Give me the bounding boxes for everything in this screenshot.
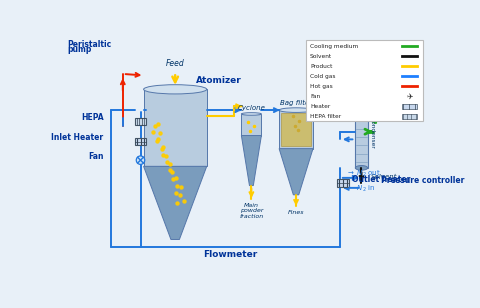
- Text: Pressure controller: Pressure controller: [381, 176, 464, 185]
- Ellipse shape: [144, 85, 207, 94]
- Polygon shape: [281, 113, 311, 146]
- Polygon shape: [144, 89, 207, 166]
- Bar: [402, 114, 417, 119]
- Ellipse shape: [355, 165, 368, 170]
- Text: Fan: Fan: [310, 94, 320, 99]
- Text: Condenser: Condenser: [370, 117, 375, 149]
- Text: Inlet Heater: Inlet Heater: [51, 133, 104, 142]
- Text: pump: pump: [67, 45, 92, 54]
- Bar: [306, 40, 423, 121]
- Bar: [324, 107, 336, 114]
- Polygon shape: [241, 114, 262, 136]
- Text: HEPA: HEPA: [81, 113, 104, 122]
- Text: Flowmeter: Flowmeter: [204, 250, 258, 259]
- Text: $\leftarrow$ $N_2$ in: $\leftarrow$ $N_2$ in: [346, 184, 375, 194]
- Text: Fines: Fines: [288, 210, 304, 215]
- Text: Fan: Fan: [88, 152, 104, 160]
- Text: HEPA: HEPA: [324, 94, 347, 103]
- Text: Solvent: Solvent: [310, 54, 332, 59]
- Polygon shape: [241, 136, 262, 185]
- Text: Cyclone: Cyclone: [238, 105, 265, 111]
- Polygon shape: [144, 166, 207, 240]
- Polygon shape: [279, 148, 313, 195]
- Text: $\rightarrow$ $N_2$ out: $\rightarrow$ $N_2$ out: [346, 168, 381, 179]
- Text: HEPA filter: HEPA filter: [310, 114, 341, 119]
- Ellipse shape: [355, 96, 368, 101]
- Bar: [402, 104, 417, 108]
- Text: Cold gas: Cold gas: [310, 74, 336, 79]
- Bar: [355, 99, 368, 168]
- Circle shape: [136, 156, 145, 164]
- Text: Feed: Feed: [166, 59, 184, 68]
- Ellipse shape: [241, 113, 262, 115]
- Text: Atomizer: Atomizer: [196, 76, 242, 85]
- Text: Peristaltic: Peristaltic: [67, 40, 112, 49]
- Polygon shape: [279, 110, 313, 148]
- Text: Product: Product: [310, 64, 332, 69]
- Text: Hot gas: Hot gas: [310, 84, 333, 89]
- Ellipse shape: [279, 108, 313, 112]
- Text: Outlet heater: Outlet heater: [352, 175, 410, 184]
- Text: Bag filter: Bag filter: [280, 99, 312, 106]
- Text: ✈: ✈: [406, 92, 412, 101]
- Bar: [135, 138, 146, 145]
- Text: Main
powder
fraction: Main powder fraction: [239, 203, 264, 219]
- Text: Heater: Heater: [310, 104, 330, 109]
- Text: Cooling medium: Cooling medium: [310, 44, 358, 49]
- Text: Solvent: Solvent: [371, 174, 397, 180]
- Bar: [135, 118, 146, 125]
- Bar: [337, 179, 349, 187]
